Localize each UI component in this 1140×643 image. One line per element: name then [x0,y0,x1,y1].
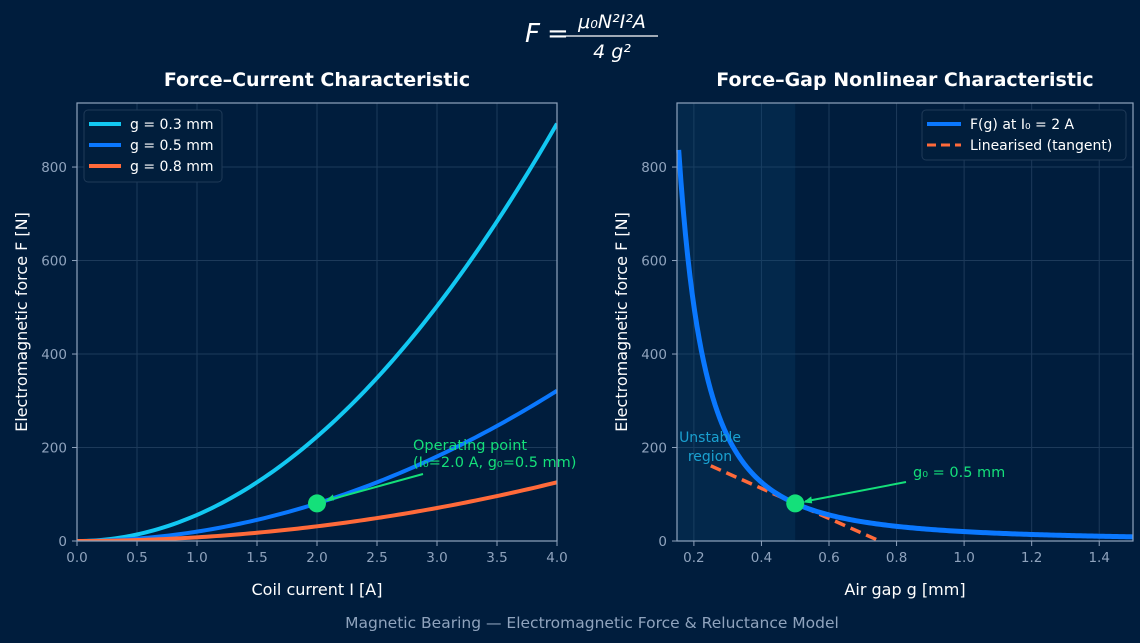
x-tick-label: 1.0 [186,550,207,566]
legend-label: g = 0.5 mm [130,138,214,154]
x-tick-label: 3.5 [486,550,507,566]
annotation-arrow [805,481,907,503]
x-tick-label: 0.0 [66,550,87,566]
x-tick-label: 4.0 [546,550,567,566]
force-current-chart: 0.0 0.5 1.0 1.5 2.0 2.5 3.0 3.5 4.0 0 200 400 600 800… [12,69,576,599]
x-tick-label: 0.2 [683,550,704,566]
series-line-0.3mm [77,122,557,541]
unstable-label-line1: Unstable [679,430,741,446]
force-gap-curve [676,149,1134,540]
x-tick-label: 1.5 [246,550,267,566]
formula-title: F = μ₀N²I²A 4 g² [525,11,658,63]
y-tick-label: 600 [641,254,667,270]
plot-area [677,103,1133,541]
footer-caption: Magnetic Bearing — Electromagnetic Force… [345,614,839,632]
x-tick-label: 1.2 [1021,550,1042,566]
y-axis-label: Electromagnetic force F [N] [612,212,631,432]
formula-lhs: F [525,19,541,49]
legend-label: g = 0.3 mm [130,117,214,133]
x-axis-label: Air gap g [mm] [844,580,965,599]
y-tick-label: 800 [41,160,67,176]
y-tick-label: 400 [41,347,67,363]
force-gap-chart: 0.2 0.4 0.6 0.8 1.0 1.2 1.4 0 200 400 600 800 Force–… [612,69,1134,599]
axes-frame [76,102,558,542]
legend-label: Linearised (tangent) [970,138,1112,154]
y-tick-label: 600 [41,254,67,270]
annotation-arrow [326,473,424,502]
annotation-line2: (I₀=2.0 A, g₀=0.5 mm) [413,455,576,471]
x-tick-label: 0.5 [126,550,147,566]
legend: F(g) at I₀ = 2 A Linearised (tangent) [921,109,1127,161]
series-line-0.8mm [77,480,557,541]
x-tick-label: 2.0 [306,550,327,566]
y-tick-label: 0 [658,534,667,550]
axes-frame [676,102,1134,542]
x-tick-label: 3.0 [426,550,447,566]
x-tick-label: 0.6 [818,550,839,566]
legend-box [921,109,1127,161]
y-tick-label: 400 [641,347,667,363]
x-tick-label: 0.4 [751,550,772,566]
unstable-label-line2: region [688,449,732,465]
x-tick-label: 1.4 [1088,550,1109,566]
y-tick-label: 200 [41,441,67,457]
legend-label: g = 0.8 mm [130,159,214,175]
y-tick-label: 0 [58,534,67,550]
operating-point-marker [308,494,326,513]
x-tick-label: 2.5 [366,550,387,566]
legend: g = 0.3 mm g = 0.5 mm g = 0.8 mm [83,109,223,183]
annotation-label: g₀ = 0.5 mm [913,465,1005,481]
formula-denominator: 4 g² [593,41,631,63]
legend-label: F(g) at I₀ = 2 A [970,117,1075,133]
x-tick-label: 1.0 [953,550,974,566]
formula-eq: = [547,19,569,49]
chart-title: Force–Gap Nonlinear Characteristic [716,69,1093,91]
chart-title: Force–Current Characteristic [164,69,470,91]
x-tick-label: 0.8 [886,550,907,566]
operating-point-marker [786,494,805,513]
y-tick-label: 200 [641,441,667,457]
y-tick-label: 800 [641,160,667,176]
x-axis-label: Coil current I [A] [252,580,383,599]
arrow-head [803,496,813,504]
formula-numerator: μ₀N²I²A [577,11,646,33]
y-axis-label: Electromagnetic force F [N] [12,212,31,432]
arrow-head [325,494,334,502]
annotation-line1: Operating point [413,438,527,454]
